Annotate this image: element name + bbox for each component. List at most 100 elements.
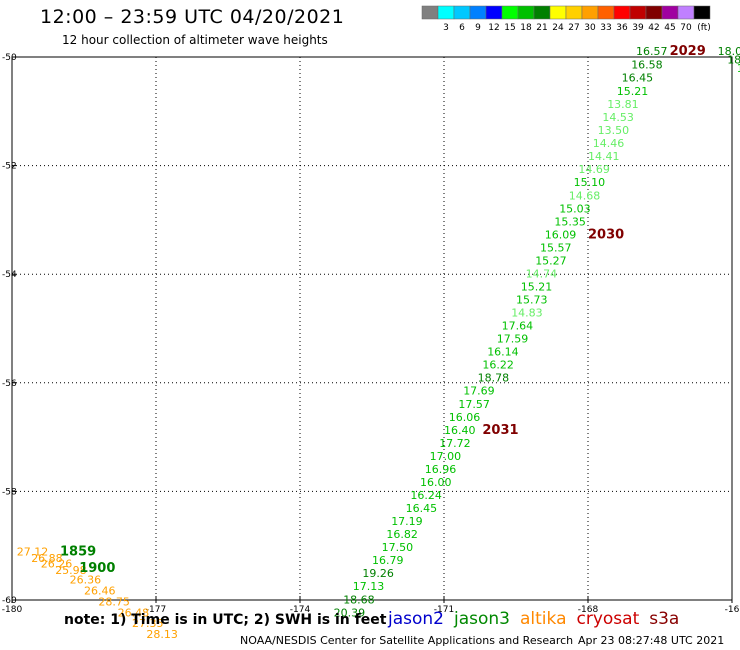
swh-value-label: 17.50 [382,541,414,554]
swh-value-label: 14.46 [593,137,625,150]
swh-value-label: 14.41 [588,150,620,163]
color-swatch [565,5,583,20]
swh-value-label: 17.13 [353,580,385,593]
color-scale-label: 9 [475,23,481,33]
y-tick-label: -52 [2,162,17,172]
satellite-legend: jason2 jason3 altika cryosat s3a [388,609,689,629]
swh-value-label: 20.39 [334,606,366,619]
color-scale-label: 6 [459,23,465,33]
color-scale-label: 27 [568,23,579,33]
satellite-legend-jason3: jason3 [454,609,510,629]
swh-value-label: 15.21 [617,85,649,98]
y-tick-label: -60 [2,596,17,606]
plot-frame [11,56,733,601]
swh-value-label: 17.64 [502,320,533,333]
grid [12,57,732,600]
swh-value-label: 17.59 [497,333,529,346]
color-scale-label: 21 [536,23,547,33]
swh-value-label: 17.72 [439,437,471,450]
color-swatch [469,5,487,20]
color-scale-label: 12 [488,23,499,33]
satellite-legend-cryosat: cryosat [576,609,640,629]
y-tick-label: -58 [2,487,17,497]
time-label: 2030 [588,227,624,242]
swh-value-label: 14.74 [526,267,558,280]
swh-value-label: 27.35 [132,617,164,630]
color-swatch [517,5,535,20]
swh-value-label: 17.70 [737,62,740,75]
swh-value-label: 16.24 [410,489,442,502]
swh-value-label: 15.73 [516,294,548,307]
y-tick-label: -54 [2,270,17,280]
satellite-legend-s3a: s3a [649,609,680,629]
swh-value-label: 14.69 [578,163,610,176]
color-swatch [453,5,471,20]
color-swatch [533,5,551,20]
swh-value-label: 13.50 [598,124,630,137]
x-tick-label: -171 [434,605,454,615]
swh-value-label: 19.26 [362,567,394,580]
time-labels: 2029 2030 2031 1859 1900 [60,44,706,576]
x-tick-label: -168 [578,605,599,615]
satellite-legend-altika: altika [520,609,567,629]
swh-value-label: 17.19 [391,515,423,528]
swh-value-label: 15.21 [521,280,553,293]
swh-value-label: 17.00 [430,450,462,463]
y-tick-label: -56 [2,379,17,389]
swh-value-label: 18.20 [727,54,740,67]
swh-value-label: 14.53 [602,111,634,124]
color-swatch [677,5,695,20]
color-swatch [661,5,679,20]
swh-value-label: 16.96 [425,463,457,476]
x-tick-label: -177 [146,605,166,615]
swh-value-label: 15.35 [554,215,586,228]
swh-value-label: 18.03 [718,45,740,58]
data-points: 16.5716.5816.4515.2113.8114.5313.5014.46… [17,45,740,641]
color-swatch [581,5,599,20]
swh-value-label: 26.48 [118,606,150,619]
swh-value-label: 15.57 [540,241,572,254]
color-swatch [501,5,519,20]
swh-value-label: 16.58 [631,58,663,71]
swh-value-label: 15.10 [574,176,606,189]
swh-value-label: 17.69 [463,385,495,398]
swh-value-label: 14.83 [511,307,543,320]
swh-value-label: 14.68 [569,189,601,202]
swh-value-label: 16.45 [406,502,438,515]
color-scale-label: 33 [600,23,611,33]
swh-value-label: 28.75 [98,595,129,608]
note-text: note: 1) Time is in UTC; 2) SWH is in fe… [64,612,387,628]
time-label: 1859 [60,544,96,559]
color-scale-label: 30 [584,23,596,33]
color-swatch [485,5,503,20]
satellite-legend-jason2: jason2 [388,609,444,629]
color-swatch [629,5,647,20]
time-label: 2031 [482,423,518,438]
x-tick-label: -174 [290,605,311,615]
color-scale-label: 18 [520,23,532,33]
swh-value-label: 16.14 [487,346,519,359]
swh-value-label: 18.78 [478,372,510,385]
chart-title: 12:00 – 23:59 UTC 04/20/2021 [40,6,345,28]
swh-value-label: 16.09 [545,228,577,241]
color-scale-label: 39 [632,23,644,33]
swh-value-label: 16.82 [386,528,418,541]
color-swatch [693,5,711,20]
color-swatch [613,5,631,20]
swh-value-label: 28.13 [146,628,178,641]
swh-value-label: 16.00 [420,476,452,489]
swh-value-label: 25.98 [55,564,86,577]
color-swatch [437,5,455,20]
swh-value-label: 16.79 [372,554,404,567]
x-tick-label: -180 [2,605,23,615]
swh-value-label: 16.06 [449,411,481,424]
color-swatch [421,5,439,20]
time-label: 2029 [670,44,706,59]
color-scale-legend: 3 6 9 12 15 18 21 24 27 30 33 36 39 42 45 70 (ft) [421,5,711,33]
credit-text: NOAA/NESDIS Center for Satellite Applica… [240,634,574,647]
swh-value-label: 18.68 [343,593,375,606]
y-tick-label: -50 [2,53,17,63]
swh-value-label: 13.81 [607,98,639,111]
swh-value-label: 16.22 [482,359,514,372]
